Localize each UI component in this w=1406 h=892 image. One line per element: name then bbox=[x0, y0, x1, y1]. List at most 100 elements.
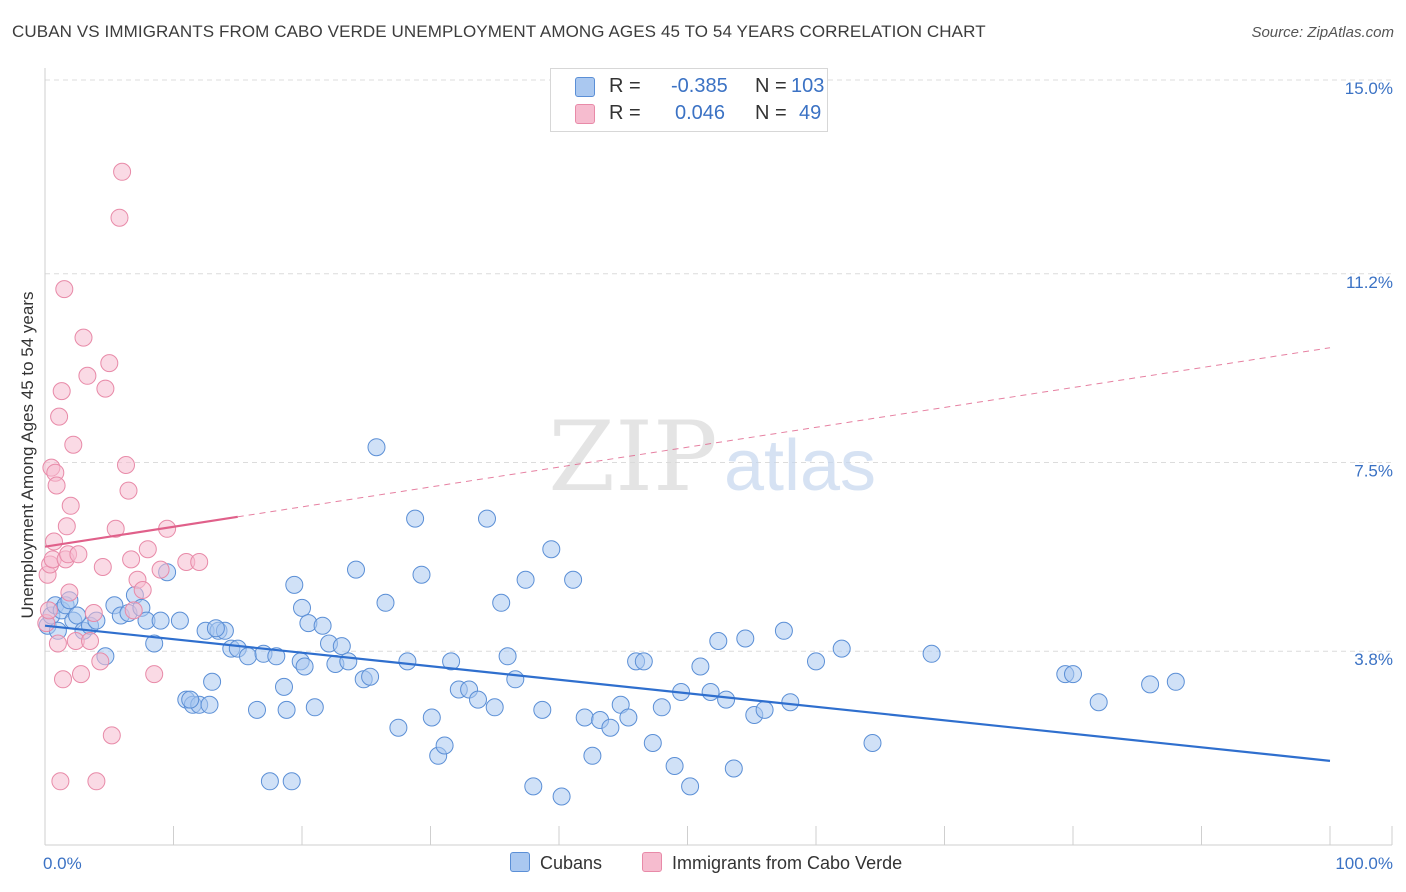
n-value-cubans: 103 bbox=[791, 75, 825, 97]
cubans-point bbox=[295, 657, 314, 676]
cabo-verde-point bbox=[113, 162, 132, 181]
cubans-point bbox=[200, 695, 219, 714]
cabo-verde-point bbox=[60, 583, 79, 602]
cubans-legend-label: Cubans bbox=[540, 853, 603, 873]
cubans-point bbox=[442, 652, 461, 671]
cubans-point bbox=[469, 690, 487, 709]
cubans-point bbox=[248, 700, 266, 719]
cubans-point bbox=[583, 746, 602, 765]
cubans-swatch bbox=[575, 77, 595, 97]
cabo-verde-trendline-dashed bbox=[237, 347, 1331, 518]
cabo-verde-point bbox=[61, 496, 80, 515]
grid-layer bbox=[45, 79, 1392, 652]
cubans-legend-swatch bbox=[510, 852, 530, 872]
cabo-verde-point bbox=[51, 772, 70, 791]
cubans-point bbox=[601, 718, 620, 737]
cubans-point bbox=[435, 736, 454, 755]
cabo-verde-point bbox=[145, 665, 164, 684]
cabo-verde-point bbox=[81, 632, 99, 650]
cubans-point bbox=[1064, 665, 1082, 684]
cubans-point bbox=[313, 616, 332, 635]
cubans-point bbox=[736, 629, 755, 648]
chart-title: CUBAN VS IMMIGRANTS FROM CABO VERDE UNEM… bbox=[12, 22, 986, 41]
cabo-verde-point bbox=[48, 634, 67, 653]
r-label: R = bbox=[609, 75, 641, 97]
trend-layer bbox=[44, 347, 1331, 762]
cubans-point bbox=[239, 647, 257, 666]
cubans-point bbox=[863, 734, 882, 752]
cubans-point bbox=[552, 787, 571, 806]
cubans-point bbox=[643, 734, 662, 752]
cabo-verde-point bbox=[93, 558, 112, 576]
cabo-verde-point bbox=[45, 532, 63, 551]
cubans-point bbox=[412, 565, 431, 584]
n-value-cabo-verde: 49 bbox=[799, 102, 822, 124]
cubans-point bbox=[634, 652, 653, 671]
cubans-point bbox=[524, 777, 543, 796]
cubans-point bbox=[339, 652, 358, 671]
cabo-verde-point bbox=[124, 601, 143, 620]
y-tick-label: 15.0% bbox=[1345, 79, 1393, 98]
cabo-verde-point bbox=[102, 726, 121, 745]
cubans-point bbox=[665, 757, 684, 775]
cubans-point bbox=[145, 634, 164, 653]
cabo-verde-point bbox=[64, 435, 83, 454]
bottom-legend-cubans: Cubans bbox=[510, 852, 602, 874]
watermark: ZIP atlas bbox=[548, 401, 876, 513]
r-value-cabo-verde: 0.046 bbox=[675, 102, 726, 124]
cubans-point bbox=[389, 718, 408, 737]
cubans-point bbox=[709, 632, 728, 650]
cabo-verde-point bbox=[190, 553, 209, 571]
cubans-point bbox=[1089, 693, 1108, 712]
cubans-point bbox=[206, 619, 225, 638]
cabo-verde-point bbox=[69, 545, 88, 564]
cubans-point bbox=[619, 708, 638, 727]
cubans-point bbox=[478, 509, 496, 528]
cabo-verde-point bbox=[72, 665, 90, 684]
cabo-verde-point bbox=[119, 481, 138, 500]
watermark-atlas: atlas bbox=[724, 426, 876, 506]
x-tick-label: 0.0% bbox=[43, 854, 82, 873]
cubans-point bbox=[361, 667, 380, 686]
cabo-verde-point bbox=[47, 476, 66, 495]
cubans-point bbox=[332, 637, 351, 656]
cabo-verde-point bbox=[54, 670, 72, 689]
cabo-verde-point bbox=[110, 208, 129, 227]
cubans-point bbox=[277, 700, 296, 719]
cabo-verde-legend-swatch bbox=[642, 852, 662, 872]
cabo-verde-point bbox=[151, 560, 170, 579]
r-label: R = bbox=[609, 102, 641, 124]
cubans-point bbox=[406, 509, 425, 528]
cabo-verde-point bbox=[50, 407, 69, 426]
cubans-point bbox=[691, 657, 710, 676]
cabo-verde-point bbox=[117, 456, 135, 474]
y-tick-label: 11.2% bbox=[1346, 273, 1393, 292]
cabo-verde-point bbox=[39, 601, 58, 620]
cubans-trendline bbox=[44, 624, 1331, 762]
y-tick-label: 3.8% bbox=[1354, 650, 1393, 669]
cubans-point bbox=[807, 652, 825, 671]
cubans-point bbox=[516, 570, 535, 589]
cubans-point bbox=[498, 647, 517, 666]
stats-legend: R = -0.385 N = 103 R = 0.046 N = 49 bbox=[550, 68, 828, 132]
cubans-point bbox=[181, 690, 200, 709]
cabo-verde-point bbox=[78, 366, 97, 385]
cabo-verde-point bbox=[52, 382, 71, 401]
cabo-verde-point bbox=[91, 652, 110, 671]
cubans-point bbox=[681, 777, 700, 796]
cabo-verde-point bbox=[96, 379, 115, 398]
cubans-point bbox=[398, 652, 417, 671]
cubans-point bbox=[542, 540, 561, 559]
cubans-point bbox=[422, 708, 441, 727]
cabo-verde-swatch bbox=[575, 104, 595, 124]
cubans-point bbox=[376, 593, 395, 612]
cubans-point bbox=[755, 700, 774, 719]
cabo-verde-point bbox=[106, 519, 125, 538]
cubans-point bbox=[717, 690, 736, 709]
cubans-point bbox=[575, 708, 594, 727]
bottom-legend-cabo-verde: Immigrants from Cabo Verde bbox=[642, 852, 902, 874]
tick-labels: 3.8% 7.5% 11.2% 15.0% 0.0% 100.0% bbox=[43, 79, 1393, 873]
cubans-point bbox=[282, 772, 301, 791]
cubans-point bbox=[260, 772, 279, 791]
watermark-zip: ZIP bbox=[548, 401, 717, 513]
